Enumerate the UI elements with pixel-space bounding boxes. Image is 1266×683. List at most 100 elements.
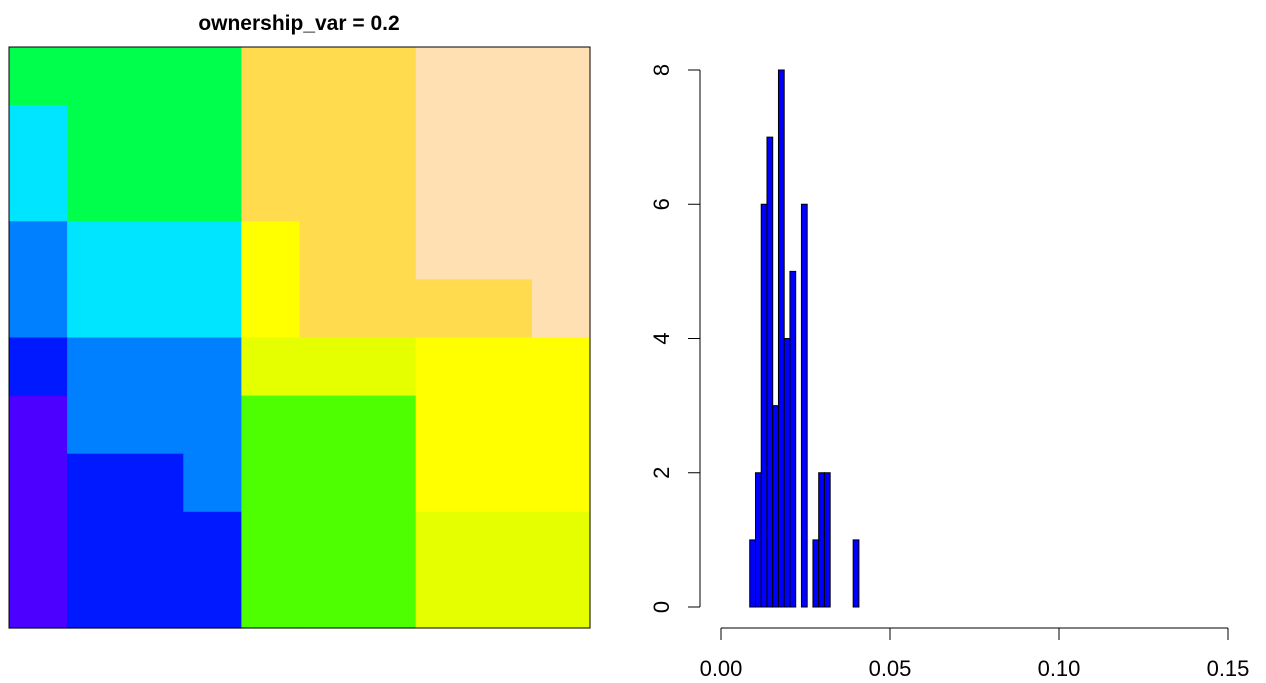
heatmap-cell bbox=[183, 337, 242, 397]
heatmap-cell bbox=[125, 47, 184, 106]
histogram-bar bbox=[754, 472, 762, 608]
heatmap-cell bbox=[183, 569, 242, 629]
heatmap-cell bbox=[299, 47, 359, 106]
heatmap-cell bbox=[67, 163, 126, 222]
heatmap-cell bbox=[531, 163, 591, 222]
heatmap-cell bbox=[183, 47, 242, 106]
heatmap-cell bbox=[67, 511, 126, 571]
heatmap-cell bbox=[415, 395, 475, 455]
x-tick-label: 0.15 bbox=[1207, 656, 1250, 681]
heatmap-panel: ownership_var = 0.2 bbox=[8, 12, 591, 629]
heatmap-cell bbox=[357, 337, 417, 397]
heatmap-cell bbox=[415, 163, 475, 222]
heatmap-cell bbox=[125, 395, 184, 455]
heatmap-cell bbox=[183, 163, 242, 222]
heatmap-cell bbox=[183, 511, 242, 571]
heatmap-cell bbox=[415, 569, 475, 629]
heatmap-cell bbox=[183, 453, 242, 513]
x-tick-label: 0.00 bbox=[700, 656, 743, 681]
heatmap-cell bbox=[9, 47, 68, 106]
heatmap-cell bbox=[415, 337, 475, 397]
heatmap-cell bbox=[473, 221, 533, 280]
heatmap-cell bbox=[67, 395, 126, 455]
heatmap-cell bbox=[299, 279, 359, 339]
heatmap-cell bbox=[183, 395, 242, 455]
heatmap-cell bbox=[357, 163, 417, 222]
heatmap-cell bbox=[357, 453, 417, 513]
heatmap-cell bbox=[299, 569, 359, 629]
x-tick-label: 0.10 bbox=[1038, 656, 1081, 681]
heatmap-cell bbox=[241, 105, 301, 164]
heatmap-cell bbox=[531, 337, 591, 397]
heatmap-cell bbox=[125, 511, 184, 571]
heatmap-cell bbox=[531, 221, 591, 280]
heatmap-cell bbox=[357, 511, 417, 571]
heatmap-cell bbox=[415, 453, 475, 513]
heatmap-cell bbox=[357, 47, 417, 106]
histogram-bar bbox=[777, 69, 785, 608]
heatmap-cell bbox=[9, 279, 68, 339]
y-tick-label: 8 bbox=[649, 64, 674, 76]
heatmap-cell bbox=[473, 569, 533, 629]
heatmap-cell bbox=[299, 453, 359, 513]
heatmap-cell bbox=[473, 279, 533, 339]
heatmap-cell bbox=[9, 511, 68, 571]
histogram-bars bbox=[749, 69, 860, 608]
heatmap-cell bbox=[9, 453, 68, 513]
histogram-bar bbox=[852, 539, 860, 608]
heatmap-cell bbox=[357, 105, 417, 164]
heatmap-cell bbox=[9, 221, 68, 280]
heatmap-cell bbox=[299, 395, 359, 455]
heatmap-cells bbox=[9, 47, 591, 629]
histogram-bar bbox=[812, 539, 820, 608]
heatmap-cell bbox=[473, 47, 533, 106]
heatmap-cell bbox=[473, 105, 533, 164]
heatmap-cell bbox=[415, 221, 475, 280]
heatmap-cell bbox=[473, 511, 533, 571]
heatmap-cell bbox=[357, 395, 417, 455]
heatmap-cell bbox=[125, 221, 184, 280]
heatmap-cell bbox=[415, 47, 475, 106]
heatmap-cell bbox=[473, 395, 533, 455]
heatmap-cell bbox=[299, 337, 359, 397]
heatmap-cell bbox=[415, 511, 475, 571]
heatmap-cell bbox=[531, 511, 591, 571]
histogram-bar bbox=[823, 472, 831, 608]
y-tick-label: 0 bbox=[649, 601, 674, 613]
heatmap-cell bbox=[357, 221, 417, 280]
heatmap-cell bbox=[241, 163, 301, 222]
heatmap-cell bbox=[241, 279, 301, 339]
x-axis: 0.00 0.05 0.10 0.15 bbox=[700, 627, 1250, 681]
heatmap-cell bbox=[241, 221, 301, 280]
histogram-bar bbox=[818, 472, 825, 608]
heatmap-cell bbox=[241, 47, 301, 106]
histogram-bar bbox=[800, 203, 808, 608]
heatmap-cell bbox=[183, 105, 242, 164]
heatmap-cell bbox=[299, 105, 359, 164]
heatmap-cell bbox=[473, 163, 533, 222]
heatmap-cell bbox=[241, 511, 301, 571]
heatmap-cell bbox=[357, 279, 417, 339]
heatmap-cell bbox=[299, 511, 359, 571]
heatmap-cell bbox=[531, 395, 591, 455]
heatmap-cell bbox=[415, 105, 475, 164]
x-tick-label: 0.05 bbox=[869, 656, 912, 681]
heatmap-cell bbox=[67, 337, 126, 397]
histogram-bar bbox=[772, 405, 779, 608]
heatmap-cell bbox=[415, 279, 475, 339]
heatmap-cell bbox=[531, 569, 591, 629]
heatmap-cell bbox=[531, 453, 591, 513]
heatmap-border bbox=[8, 46, 591, 629]
heatmap-cell bbox=[531, 105, 591, 164]
heatmap-cell bbox=[241, 395, 301, 455]
histogram-bar bbox=[766, 136, 774, 608]
heatmap-cell bbox=[67, 569, 126, 629]
heatmap-cell bbox=[241, 337, 301, 397]
heatmap-cell bbox=[299, 221, 359, 280]
histogram-bar bbox=[783, 338, 791, 608]
histogram-bar bbox=[749, 539, 756, 608]
heatmap-cell bbox=[125, 105, 184, 164]
heatmap-cell bbox=[125, 163, 184, 222]
heatmap-cell bbox=[241, 453, 301, 513]
heatmap-cell bbox=[125, 337, 184, 397]
